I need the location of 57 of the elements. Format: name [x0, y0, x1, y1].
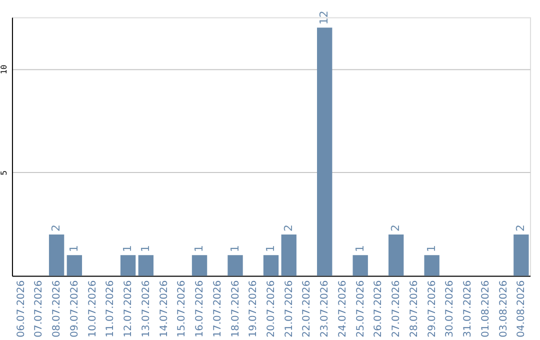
- bar: [352, 255, 368, 276]
- data-label: 2: [514, 224, 528, 232]
- data-label: 2: [389, 224, 402, 232]
- x-tick-label: 22.07.2026: [302, 280, 313, 338]
- data-label: 1: [121, 245, 134, 252]
- bar: [192, 255, 208, 276]
- x-tick-label: 29.07.2026: [426, 280, 438, 338]
- bar: [138, 255, 154, 276]
- bar: [317, 28, 332, 276]
- bar: [228, 255, 243, 276]
- x-tick-label: 30.07.2026: [444, 280, 456, 338]
- bar: [388, 234, 404, 276]
- data-label: 1: [424, 245, 438, 252]
- data-label: 1: [228, 245, 242, 252]
- x-tick-label: 09.07.2026: [69, 280, 80, 338]
- data-label: 1: [264, 245, 277, 252]
- x-tick-label: 07.07.2026: [34, 280, 45, 338]
- data-label: 2: [282, 224, 295, 232]
- x-tick-label: 13.07.2026: [140, 280, 152, 338]
- bar: [281, 234, 296, 276]
- x-tick-label: 11.07.2026: [105, 280, 116, 338]
- bar: [263, 255, 279, 276]
- x-tick-label: 21.07.2026: [284, 280, 295, 338]
- data-label: 1: [353, 245, 366, 252]
- data-label: 1: [67, 245, 80, 252]
- x-tick-label: 10.07.2026: [87, 280, 98, 338]
- x-tick-label: 25.07.2026: [355, 280, 366, 338]
- x-tick-label: 20.07.2026: [266, 280, 277, 338]
- data-label: 2: [50, 224, 63, 232]
- x-tick-label: 19.07.2026: [248, 280, 260, 338]
- data-label: 12: [318, 10, 331, 25]
- data-label: 1: [138, 245, 152, 252]
- x-tick-label: 15.07.2026: [176, 280, 188, 338]
- x-tick-label: 14.07.2026: [158, 280, 170, 338]
- x-tick-label: 27.07.2026: [391, 280, 402, 338]
- x-tick-label: 06.07.2026: [16, 280, 27, 338]
- x-tick-label: 08.07.2026: [52, 280, 63, 338]
- x-tick-label: 26.07.2026: [373, 280, 384, 338]
- x-tick-label: 04.08.2026: [516, 280, 528, 338]
- data-label: 1: [192, 245, 206, 252]
- x-tick-label: 31.07.2026: [462, 280, 474, 338]
- x-tick-label: 24.07.2026: [337, 280, 348, 338]
- x-tick-label: 23.07.2026: [320, 280, 331, 338]
- x-tick-label: 18.07.2026: [230, 280, 242, 338]
- bar: [48, 234, 64, 276]
- x-tick-label: 01.08.2026: [480, 280, 492, 338]
- bar: [120, 255, 136, 276]
- x-tick-label: 17.07.2026: [212, 280, 224, 338]
- bar: [514, 234, 529, 276]
- x-tick-label: 28.07.2026: [408, 280, 420, 338]
- y-tick-label: 5: [0, 170, 8, 176]
- x-tick-label: 12.07.2026: [123, 280, 134, 338]
- x-tick-label: 16.07.2026: [194, 280, 206, 338]
- y-tick-label: 10: [0, 64, 8, 74]
- x-tick-label: 03.08.2026: [498, 280, 510, 338]
- bar: [66, 255, 82, 276]
- bar: [424, 255, 440, 276]
